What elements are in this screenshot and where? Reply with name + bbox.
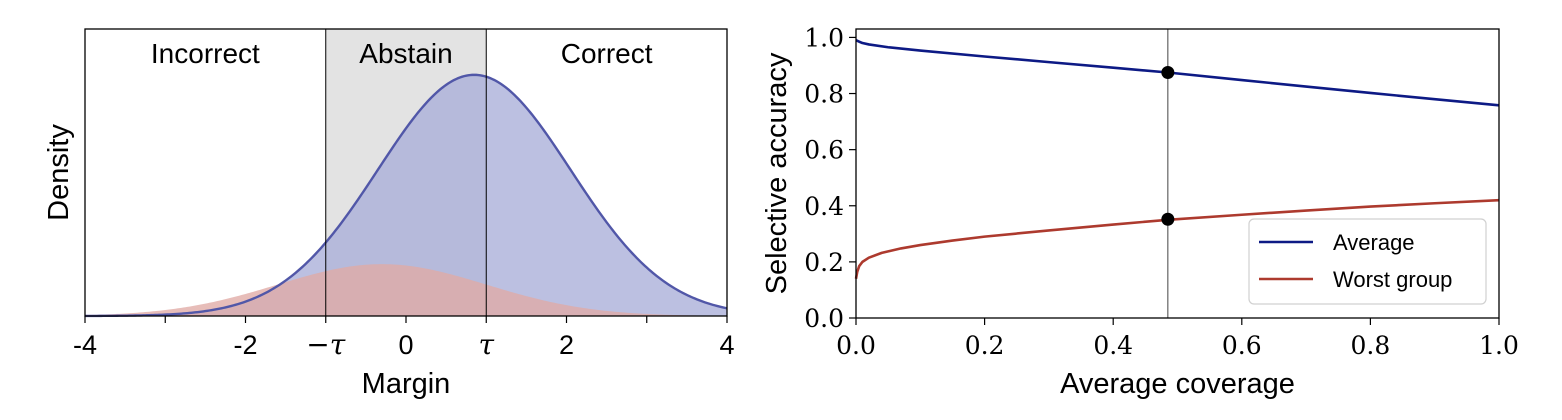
left-x-tick-label: -2 [233, 330, 257, 360]
left-x-tick-label: 4 [719, 330, 734, 360]
left-y-axis-label: Density [43, 124, 75, 221]
marker-point-1 [1161, 212, 1175, 226]
density-lines [85, 73, 728, 318]
region-labels: Incorrect Abstain Correct [151, 38, 653, 69]
margin-density-chart: Incorrect Abstain Correct -4 -2 −τ 0 τ 2 4 Margi… [43, 28, 735, 400]
series-line-average [855, 39, 1500, 107]
right-x-ticks: 0.0 0.2 0.4 0.6 0.8 1.0 [836, 318, 1519, 360]
legend-label-worst-group: Worst group [1333, 267, 1452, 292]
left-x-axis-label: Margin [362, 368, 451, 400]
threshold-lines [325, 29, 487, 316]
density-area-0 [85, 74, 727, 316]
right-x-tick-label: 0.4 [1093, 331, 1133, 360]
right-x-tick-label: 0.6 [1222, 331, 1262, 360]
left-x-ticks: -4 -2 −τ 0 τ 2 4 [73, 316, 735, 361]
density-area-1 [85, 264, 727, 316]
density-areas [85, 74, 727, 316]
density-line-0 [85, 73, 728, 318]
left-x-tick-label: τ [479, 328, 495, 361]
left-x-tick-label: −τ [306, 328, 345, 361]
right-y-ticks: 0.0 0.2 0.4 0.6 0.8 1.0 [804, 23, 856, 333]
right-x-tick-label: 0.2 [965, 331, 1005, 360]
accuracy-lines [854, 39, 1500, 279]
right-y-tick-label: 0.4 [804, 192, 844, 221]
legend: Average Worst group [1248, 218, 1487, 305]
right-x-tick-label: 0.8 [1351, 331, 1391, 360]
marker-point-0 [1161, 65, 1175, 79]
accuracy-points [1161, 65, 1175, 226]
region-label-correct: Correct [561, 38, 653, 69]
right-x-tick-label: 0.0 [836, 331, 876, 360]
series-line-worst-group [854, 198, 1500, 279]
left-x-tick-label: 0 [398, 330, 413, 360]
legend-label-average: Average [1333, 230, 1415, 255]
right-y-axis-label: Selective accuracy [761, 52, 793, 294]
right-y-tick-label: 0.2 [804, 248, 844, 277]
right-y-tick-label: 0.6 [804, 136, 844, 165]
selective-accuracy-chart: 0.0 0.2 0.4 0.6 0.8 1.0 0.0 0.2 0.4 0.6 0.8 1.0 Av… [761, 23, 1519, 400]
right-y-tick-label: 1.0 [804, 23, 844, 52]
right-x-axis-label: Average coverage [1060, 368, 1295, 400]
left-x-tick-label: 2 [559, 330, 574, 360]
right-plot-frame [855, 28, 1500, 319]
right-y-tick-label: 0.8 [804, 80, 844, 109]
right-x-tick-label: 1.0 [1479, 331, 1519, 360]
left-x-tick-label: -4 [73, 330, 97, 360]
region-label-abstain: Abstain [359, 38, 452, 69]
legend-box [1248, 218, 1487, 305]
right-y-tick-label: 0.0 [804, 304, 844, 333]
region-label-incorrect: Incorrect [151, 38, 260, 69]
